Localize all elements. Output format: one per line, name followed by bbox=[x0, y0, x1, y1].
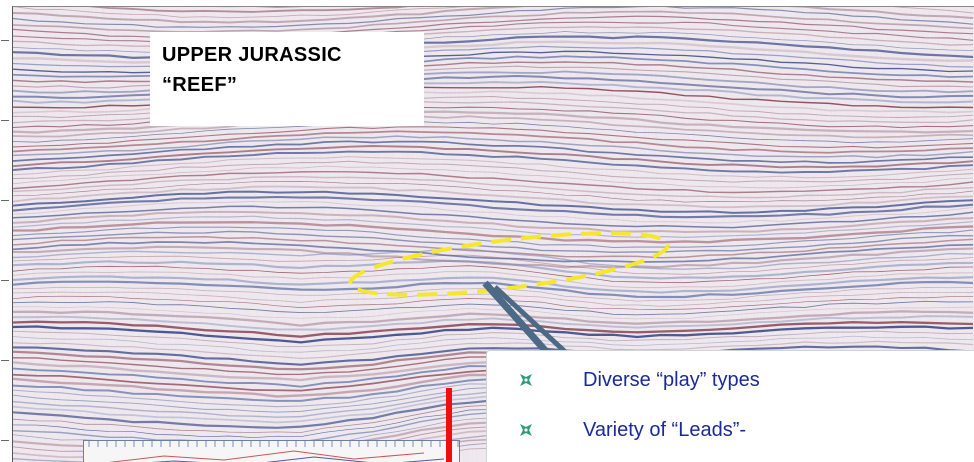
bullet-text-2: Variety of “Leads”- bbox=[583, 419, 747, 441]
inset-map-strip bbox=[83, 440, 460, 462]
bullet-text-1: Diverse “play” types bbox=[583, 369, 760, 391]
star-bullet-icon bbox=[520, 424, 532, 436]
annotation-label-box: UPPER JURASSIC “REEF” bbox=[150, 32, 424, 126]
well-marker bbox=[446, 388, 452, 462]
pointer-line bbox=[482, 280, 554, 360]
reef-highlight-outline bbox=[348, 231, 670, 297]
annotation-title-line-2: “REEF” bbox=[162, 74, 238, 96]
bullet-list-box: Diverse “play” types Variety of “Leads”- bbox=[486, 350, 974, 462]
left-scale bbox=[0, 0, 12, 462]
annotation-title-line-1: UPPER JURASSIC bbox=[162, 44, 342, 66]
star-bullet-icon bbox=[520, 374, 532, 386]
pointer-line bbox=[493, 285, 575, 361]
